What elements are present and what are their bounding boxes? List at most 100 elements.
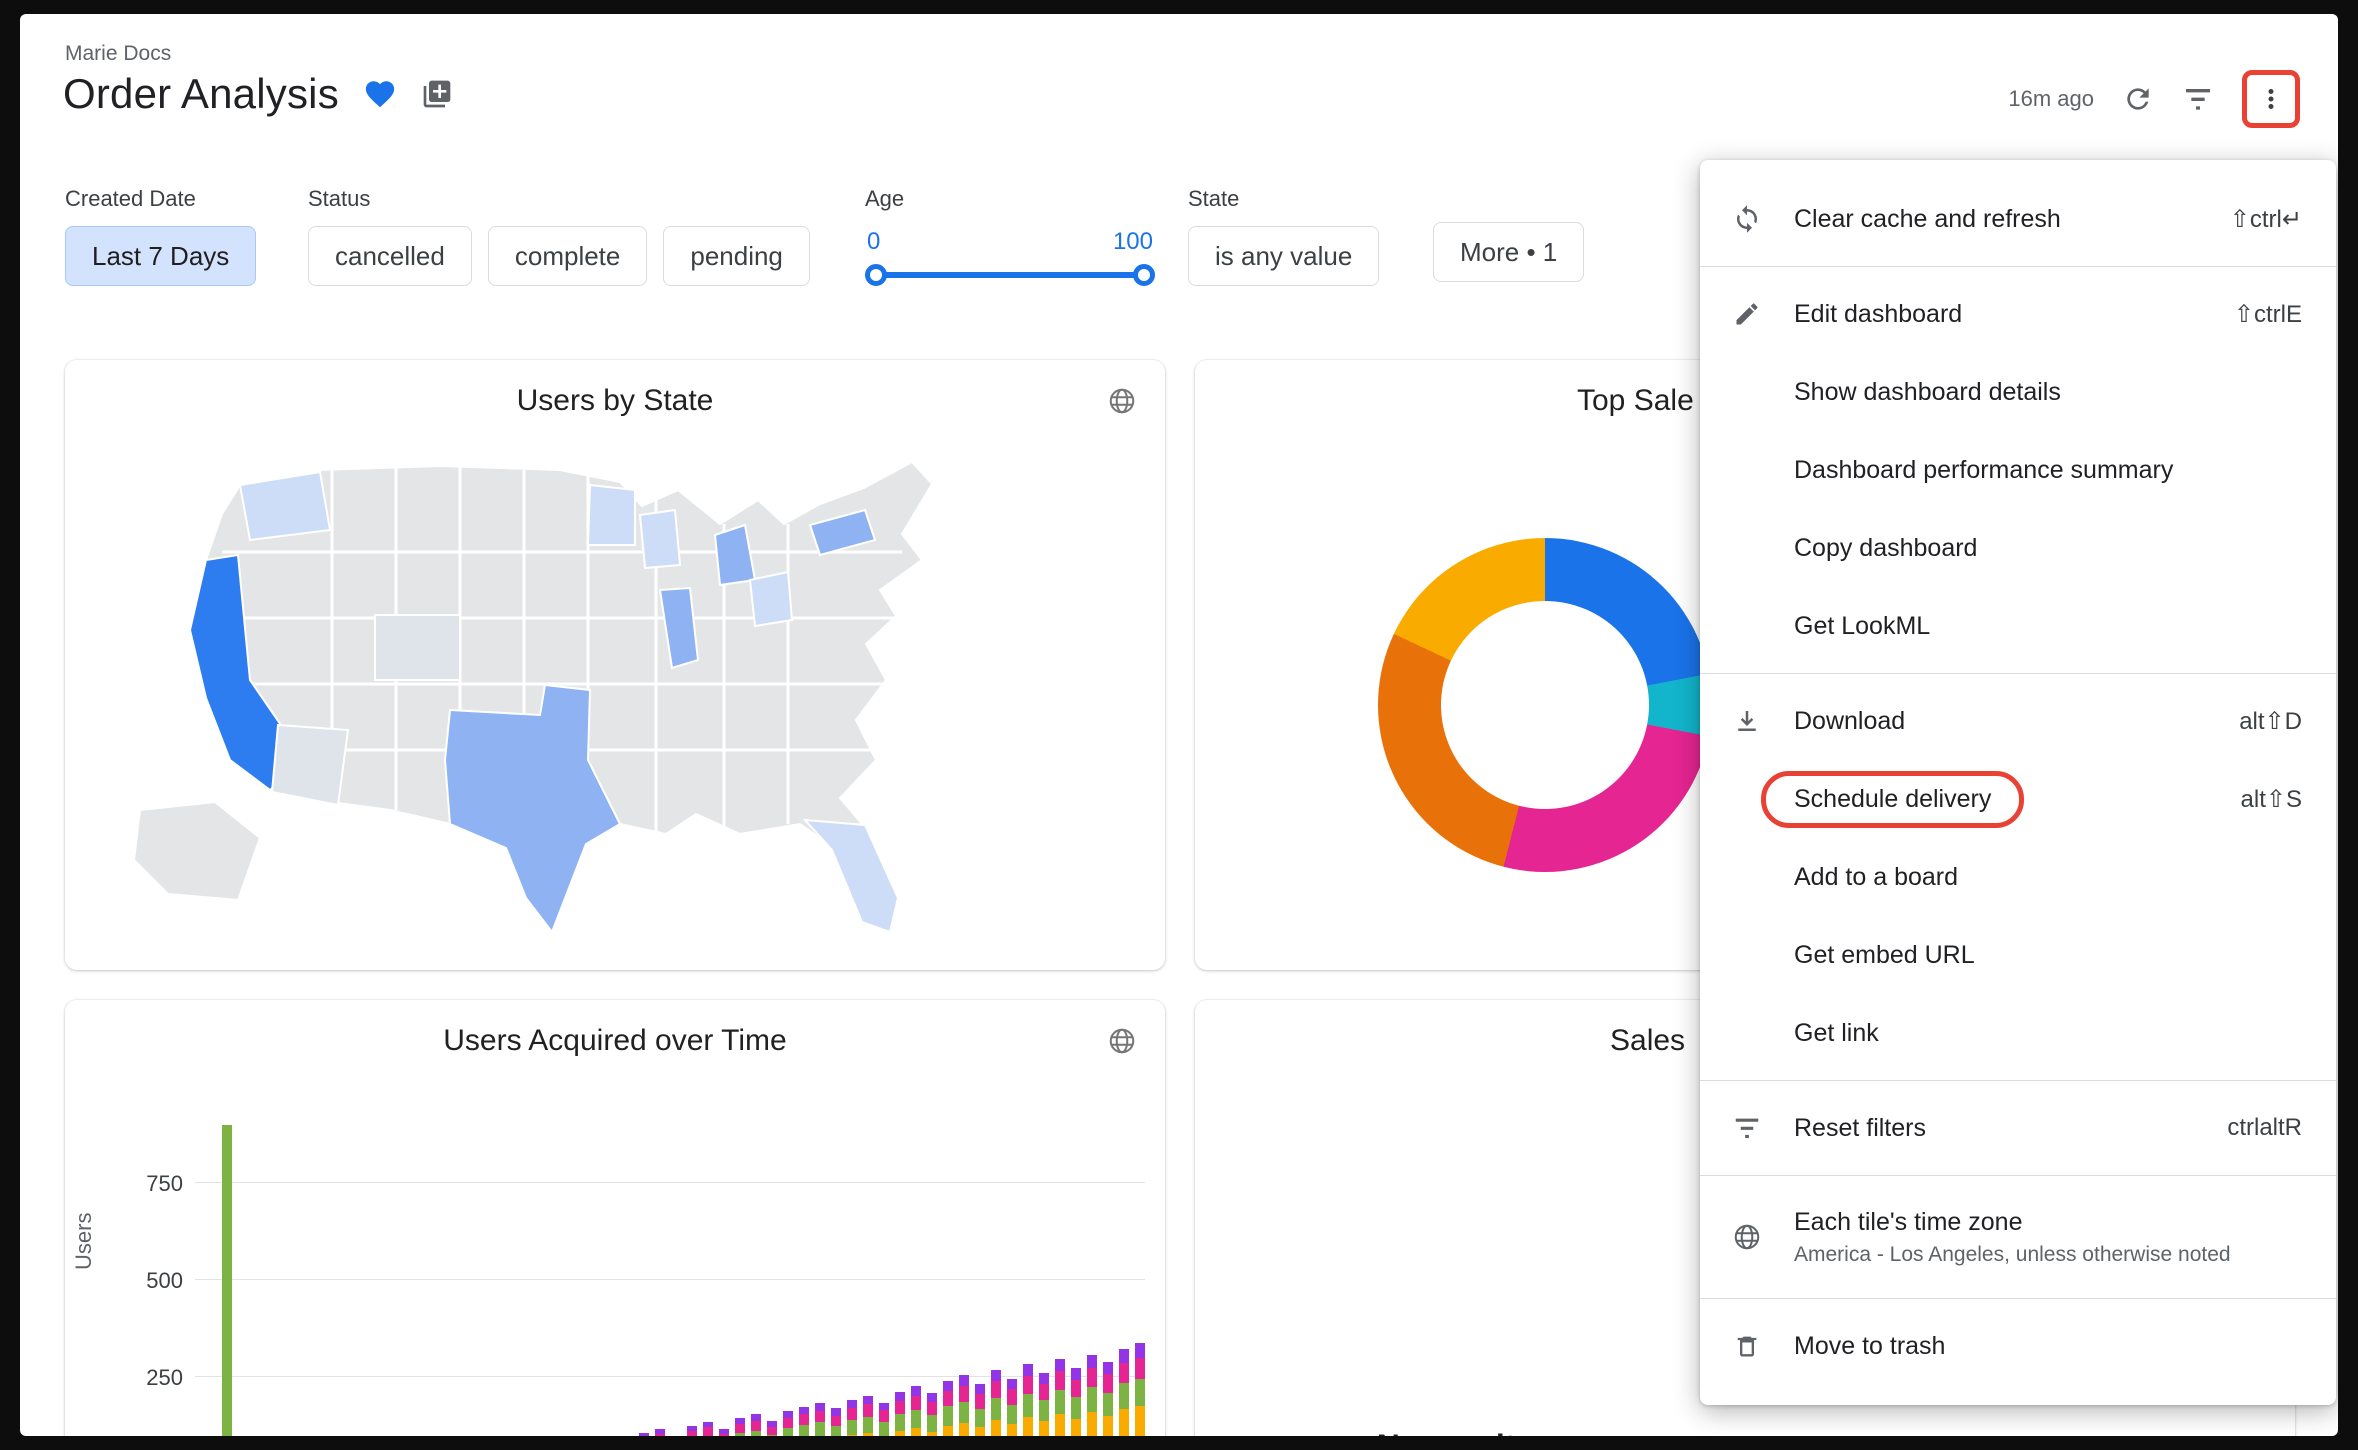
tile-title: Users Acquired over Time — [443, 1024, 787, 1057]
stacked-bar[interactable] — [1071, 1368, 1081, 1436]
y-axis-label: Users — [71, 1212, 96, 1270]
stacked-bar[interactable] — [799, 1406, 809, 1436]
menu-item-add-to-board[interactable]: Add to a board — [1700, 838, 2336, 916]
menu-item-label: Add to a board — [1794, 862, 1959, 891]
menu-item-edit-dashboard[interactable]: Edit dashboard ⇧ctrlE — [1700, 275, 2336, 353]
menu-item-schedule-delivery[interactable]: Schedule delivery alt⇧S — [1700, 760, 2336, 838]
stacked-bar[interactable] — [1039, 1372, 1049, 1436]
state-minnesota — [586, 483, 636, 546]
slider-handle-max[interactable] — [1133, 264, 1155, 286]
stacked-bar[interactable] — [831, 1408, 841, 1436]
stacked-bar[interactable] — [1007, 1378, 1017, 1436]
status-chip-pending[interactable]: pending — [663, 226, 810, 286]
stacked-bar[interactable] — [991, 1369, 1001, 1436]
stacked-bar[interactable] — [1087, 1354, 1097, 1436]
menu-item-get-embed-url[interactable]: Get embed URL — [1700, 916, 2336, 994]
menu-item-get-lookml[interactable]: Get LookML — [1700, 587, 2336, 665]
stacked-bar[interactable] — [911, 1385, 921, 1436]
filter-toggle-icon[interactable] — [2182, 83, 2214, 115]
menu-item-clear-cache[interactable]: Clear cache and refresh ⇧ctrl↵ — [1700, 180, 2336, 258]
copy-dashboard-icon[interactable] — [421, 78, 453, 110]
stacked-bar[interactable] — [1023, 1363, 1033, 1436]
stacked-bar[interactable] — [975, 1384, 985, 1436]
stacked-bar[interactable] — [639, 1433, 649, 1436]
stacked-bar[interactable] — [815, 1403, 825, 1436]
pencil-icon — [1700, 300, 1794, 328]
download-icon — [1700, 706, 1794, 736]
stacked-bar[interactable] — [927, 1393, 937, 1436]
donut-chart[interactable] — [1378, 538, 1712, 872]
state-illinois — [658, 586, 700, 670]
stacked-bar[interactable] — [767, 1420, 777, 1436]
kebab-menu-icon[interactable] — [2256, 84, 2286, 114]
stacked-bar[interactable] — [1135, 1343, 1145, 1436]
state-ohio — [748, 570, 794, 628]
created-date-chip[interactable]: Last 7 Days — [65, 226, 257, 286]
menu-item-show-details[interactable]: Show dashboard details — [1700, 353, 2336, 431]
favorite-heart-icon[interactable] — [363, 77, 397, 111]
filter-status: Status cancelled complete pending — [308, 186, 810, 286]
status-chip-cancelled[interactable]: cancelled — [308, 226, 472, 286]
menu-divider — [1700, 1080, 2336, 1081]
menu-item-get-link[interactable]: Get link — [1700, 994, 2336, 1072]
menu-item-download[interactable]: Download alt⇧D — [1700, 682, 2336, 760]
stacked-bar[interactable] — [895, 1392, 905, 1436]
stacked-bar[interactable] — [863, 1395, 873, 1436]
state-florida — [802, 818, 900, 934]
menu-item-reset-filters[interactable]: Reset filters ctrlaltR — [1700, 1089, 2336, 1167]
bar-chart-plot[interactable] — [195, 1092, 1145, 1436]
slider-min-value: 0 — [867, 228, 881, 255]
filter-more: More • 1 — [1433, 222, 1585, 282]
refresh-icon[interactable] — [2122, 83, 2154, 115]
tall-green-bar[interactable] — [222, 1124, 232, 1436]
stacked-bar[interactable] — [1055, 1358, 1065, 1436]
menu-divider — [1700, 1175, 2336, 1176]
dashboard-menu-highlight — [2242, 70, 2300, 128]
more-filters-chip[interactable]: More • 1 — [1433, 222, 1585, 282]
breadcrumb[interactable]: Marie Docs — [65, 42, 172, 65]
stacked-bar[interactable] — [655, 1429, 665, 1436]
stacked-bar[interactable] — [719, 1429, 729, 1436]
stacked-bar[interactable] — [879, 1402, 889, 1436]
menu-shortcut: alt⇧S — [2240, 785, 2302, 813]
menu-item-label: Clear cache and refresh — [1794, 204, 2061, 233]
age-range-slider: 0 100 — [865, 226, 1155, 288]
slider-track[interactable] — [873, 272, 1147, 278]
no-results-text: No results — [1195, 1428, 1715, 1436]
stacked-bar[interactable] — [1119, 1349, 1129, 1436]
status-chip-complete[interactable]: complete — [487, 226, 648, 286]
slider-handle-min[interactable] — [865, 264, 887, 286]
menu-item-copy-dashboard[interactable]: Copy dashboard — [1700, 509, 2336, 587]
menu-item-label: Get LookML — [1794, 611, 1931, 640]
menu-item-label: Move to trash — [1794, 1331, 1946, 1360]
menu-item-label: Each tile's time zone — [1794, 1207, 2023, 1236]
stacked-bar[interactable] — [735, 1417, 745, 1436]
menu-item-performance-summary[interactable]: Dashboard performance summary — [1700, 431, 2336, 509]
stacked-bar[interactable] — [847, 1399, 857, 1436]
y-tick-750: 750 — [146, 1171, 183, 1196]
stacked-bar[interactable] — [751, 1414, 761, 1436]
gridline — [195, 1279, 1145, 1280]
state-chip[interactable]: is any value — [1188, 226, 1380, 286]
globe-icon — [1107, 386, 1137, 416]
menu-item-label: Copy dashboard — [1794, 533, 1978, 562]
gridline — [195, 1376, 1145, 1377]
menu-item-timezone[interactable]: Each tile's time zone America - Los Ange… — [1700, 1184, 2336, 1290]
menu-shortcut: ctrlaltR — [2227, 1114, 2302, 1141]
state-california — [188, 553, 307, 792]
stacked-bar[interactable] — [687, 1425, 697, 1436]
menu-item-move-to-trash[interactable]: Move to trash — [1700, 1307, 2336, 1385]
menu-item-sublabel: America - Los Angeles, unless otherwise … — [1794, 1242, 2231, 1266]
stacked-bar[interactable] — [1103, 1362, 1113, 1436]
stacked-bar[interactable] — [703, 1421, 713, 1436]
tile-title: Top Sale — [1577, 384, 1694, 417]
stacked-bars — [543, 1343, 1145, 1436]
stacked-bar[interactable] — [943, 1380, 953, 1436]
stacked-bar[interactable] — [959, 1375, 969, 1436]
us-choropleth-map[interactable] — [120, 430, 1110, 940]
filter-state: State is any value — [1188, 186, 1380, 286]
tile-users-acquired: Users Acquired over Time Users 750 500 2… — [65, 1000, 1165, 1436]
dashboard-page: Marie Docs Order Analysis 16m ago Create… — [20, 14, 2338, 1436]
state-washington — [238, 470, 332, 542]
stacked-bar[interactable] — [783, 1410, 793, 1436]
